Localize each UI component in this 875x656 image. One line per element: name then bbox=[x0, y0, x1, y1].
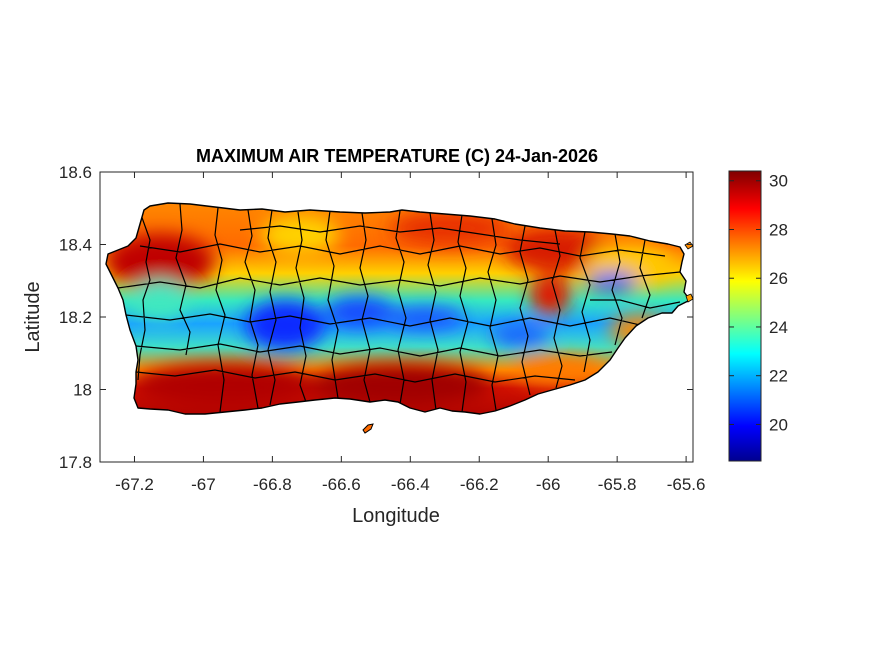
x-tick-label: -66.2 bbox=[460, 475, 499, 494]
caja-de-muertos-island bbox=[362, 423, 374, 434]
y-tick-label: 18 bbox=[73, 381, 92, 400]
y-tick-label: 18.2 bbox=[59, 308, 92, 327]
colorbar-tick-label: 24 bbox=[769, 318, 788, 337]
colorbar-tick-label: 26 bbox=[769, 269, 788, 288]
colorbar-tick-label: 20 bbox=[769, 415, 788, 434]
x-tick-label: -66.6 bbox=[322, 475, 361, 494]
colorbar-tick-label: 30 bbox=[769, 172, 788, 191]
x-axis-title: Longitude bbox=[352, 505, 440, 527]
y-axis-ticks: 17.8 18 18.2 18.4 18.6 bbox=[59, 163, 693, 472]
x-tick-label: -66.4 bbox=[391, 475, 430, 494]
y-axis-title: Latitude bbox=[22, 281, 44, 352]
coastline bbox=[105, 202, 691, 415]
x-axis-ticks: -67.2 -67 -66.8 -66.6 -66.4 -66.2 -66 -65.8 -65.… bbox=[115, 172, 705, 494]
y-tick-label: 18.4 bbox=[59, 236, 92, 255]
x-tick-label: -66.8 bbox=[253, 475, 292, 494]
municipal-borders bbox=[117, 203, 681, 413]
small-islet bbox=[685, 293, 694, 303]
x-tick-label: -66 bbox=[536, 475, 561, 494]
colorbar-ticks: 20 22 24 26 28 30 bbox=[729, 172, 788, 434]
small-islet bbox=[684, 241, 694, 250]
map-title: MAXIMUM AIR TEMPERATURE (C) 24-Jan-2026 bbox=[196, 146, 598, 166]
colorbar bbox=[728, 170, 762, 462]
y-tick-label: 17.8 bbox=[59, 453, 92, 472]
y-tick-label: 18.6 bbox=[59, 163, 92, 182]
colorbar-tick-label: 22 bbox=[769, 367, 788, 386]
x-tick-label: -67.2 bbox=[115, 475, 154, 494]
colorbar-tick-label: 28 bbox=[769, 220, 788, 239]
x-tick-label: -67 bbox=[191, 475, 216, 494]
x-tick-label: -65.8 bbox=[598, 475, 637, 494]
x-tick-label: -65.6 bbox=[667, 475, 706, 494]
